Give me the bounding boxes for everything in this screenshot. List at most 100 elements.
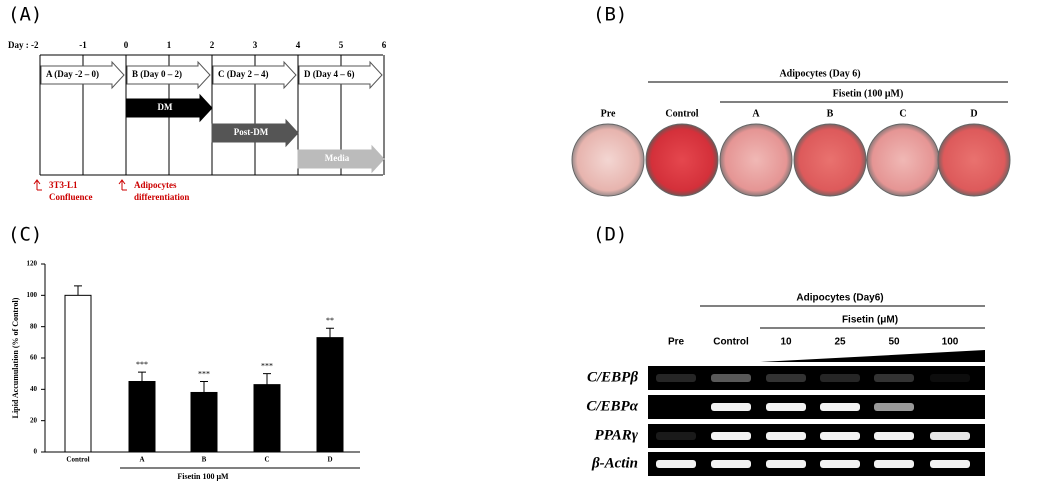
- x-tick-label: C: [264, 456, 269, 464]
- arrow: [297, 144, 385, 174]
- y-tick-label: 40: [30, 385, 38, 393]
- band: [874, 374, 914, 382]
- well: [719, 123, 793, 197]
- lane-label: Pre: [668, 337, 685, 348]
- group-label: Fisetin 100 μM: [177, 472, 229, 481]
- band: [656, 460, 696, 468]
- bar: [316, 337, 344, 453]
- well-label: C: [899, 108, 906, 119]
- bar: [128, 381, 156, 453]
- day-tick: 5: [339, 40, 344, 50]
- gel-row: [648, 424, 985, 448]
- band: [656, 432, 696, 440]
- band: [820, 374, 860, 382]
- gradient-wedge: [760, 350, 985, 362]
- annotation: ***: [136, 360, 148, 369]
- error-bar: [326, 327, 334, 338]
- arrow: [40, 60, 125, 90]
- gene-label: PPARγ: [595, 427, 639, 443]
- band: [930, 460, 970, 468]
- lane-label: Control: [713, 337, 749, 348]
- lane-label: 100: [942, 337, 959, 348]
- band: [766, 374, 806, 382]
- band: [874, 432, 914, 440]
- well-label: D: [970, 108, 977, 119]
- well: [866, 123, 940, 197]
- gel-row: [648, 452, 985, 476]
- y-tick-label: 20: [30, 416, 38, 424]
- day-tick: -1: [79, 40, 87, 50]
- bar: [64, 294, 92, 453]
- treatment: Media: [325, 153, 350, 163]
- phase: A (Day -2 – 0): [46, 69, 99, 79]
- band: [820, 460, 860, 468]
- error-bar: [74, 285, 82, 296]
- y-tick-label: 120: [27, 260, 38, 268]
- note: Adipocytes: [134, 180, 177, 190]
- lane-label: 25: [834, 337, 846, 348]
- y-tick-label: 0: [34, 448, 38, 456]
- arrow: [212, 60, 297, 90]
- error-bar: [138, 371, 146, 382]
- day-tick: 6: [382, 40, 387, 50]
- y-tick-label: 100: [27, 291, 38, 299]
- treatment: DM: [158, 102, 173, 112]
- phase: B (Day 0 – 2): [132, 69, 182, 79]
- panel-label: (B): [593, 4, 627, 26]
- lane-label: 50: [888, 337, 900, 348]
- band: [874, 460, 914, 468]
- band: [656, 374, 696, 382]
- gel-row: [648, 395, 985, 419]
- panel-label: (D): [593, 224, 627, 246]
- well: [645, 123, 719, 197]
- band: [820, 403, 860, 411]
- bar: [253, 384, 281, 453]
- x-tick-label: A: [139, 456, 144, 464]
- annotation: **: [326, 316, 334, 325]
- x-tick-label: D: [327, 456, 332, 464]
- panel-label: (C): [8, 224, 42, 246]
- day-tick: 4: [296, 40, 301, 50]
- group-label: Adipocytes (Day 6): [779, 68, 860, 79]
- band: [874, 403, 914, 411]
- day-tick: 3: [253, 40, 258, 50]
- gene-label: C/EBPα: [586, 398, 638, 414]
- x-tick-label: Control: [66, 456, 89, 464]
- y-tick-label: 80: [30, 322, 38, 330]
- band: [930, 374, 970, 382]
- band: [711, 460, 751, 468]
- note-arrow: [33, 179, 42, 191]
- band: [766, 432, 806, 440]
- x-tick-label: B: [202, 456, 207, 464]
- phase: D (Day 4 – 6): [304, 69, 355, 79]
- arrow: [211, 118, 299, 148]
- well-label: Pre: [601, 108, 616, 119]
- error-bar: [263, 373, 271, 385]
- well-label: Control: [665, 108, 698, 119]
- band: [766, 403, 806, 411]
- day-tick: 2: [210, 40, 215, 50]
- band: [711, 403, 751, 411]
- error-bar: [200, 381, 208, 393]
- phase: C (Day 2 – 4): [218, 69, 269, 79]
- band: [766, 460, 806, 468]
- annotation: ***: [198, 369, 210, 378]
- well: [793, 123, 867, 197]
- group-label: Adipocytes (Day6): [796, 293, 883, 304]
- band: [711, 432, 751, 440]
- treatment-label: Fisetin (μM): [842, 315, 898, 326]
- day-tick: 1: [167, 40, 172, 50]
- treatment: Post-DM: [234, 127, 269, 137]
- band: [820, 432, 860, 440]
- band: [711, 374, 751, 382]
- well: [571, 123, 645, 197]
- arrow: [126, 60, 211, 90]
- panel-label: (A): [8, 4, 42, 26]
- note: 3T3-L1: [49, 180, 78, 190]
- gene-label: C/EBPβ: [587, 369, 638, 385]
- lane-label: 10: [780, 337, 792, 348]
- day-label: Day : -2: [8, 40, 39, 50]
- bar: [190, 391, 218, 453]
- gel-row: [648, 366, 985, 390]
